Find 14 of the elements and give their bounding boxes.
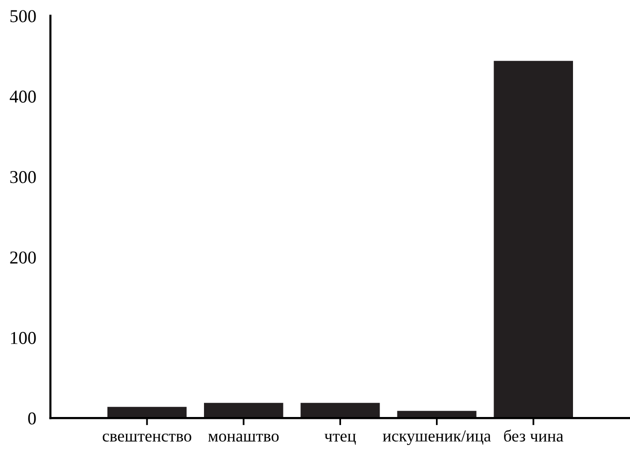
x-tick-label: свештенство: [102, 434, 192, 442]
x-tick-label: искушеник/ица: [382, 430, 491, 446]
y-tick-label: 400: [10, 90, 36, 103]
x-tick-label: монаштво: [208, 434, 279, 442]
x-tick-label: чтец: [324, 434, 356, 445]
bar: [494, 60, 574, 418]
y-tick-label: 500: [10, 10, 36, 22]
y-tick-label: 300: [10, 170, 36, 184]
y-tick-label: 0: [28, 412, 36, 425]
bar: [300, 402, 380, 418]
y-tick-label: 200: [10, 251, 36, 264]
bar: [204, 402, 284, 418]
x-tick-label: без чина: [504, 430, 564, 442]
y-tick-label: 100: [11, 332, 36, 344]
